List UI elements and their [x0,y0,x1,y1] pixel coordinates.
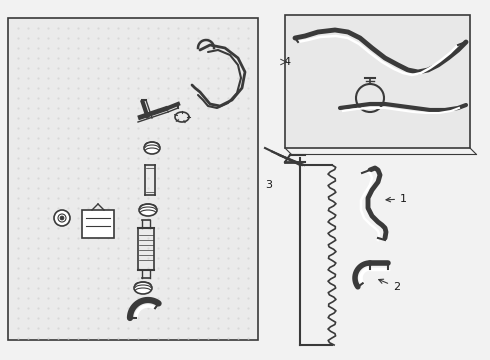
Ellipse shape [134,282,152,294]
Text: 3: 3 [265,180,272,190]
Bar [8,18,258,340]
Text: 2: 2 [379,279,400,292]
Text: 4: 4 [283,57,290,67]
Bar [285,15,470,148]
Bar [82,210,114,238]
Circle shape [60,216,64,220]
Circle shape [54,210,70,226]
Ellipse shape [144,142,160,154]
Circle shape [58,214,66,222]
Text: 1: 1 [386,194,407,204]
Ellipse shape [139,204,157,216]
